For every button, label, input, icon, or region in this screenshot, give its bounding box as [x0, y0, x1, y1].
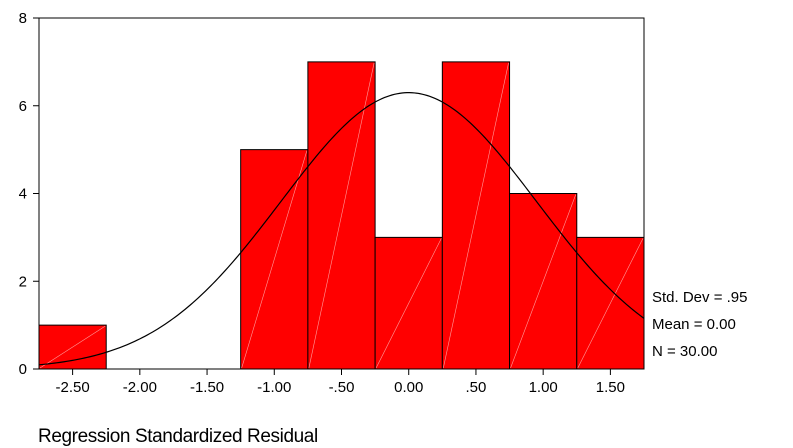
x-tick-label: -2.00: [123, 379, 157, 396]
y-tick-label: 8: [19, 10, 27, 27]
x-tick-label: -1.50: [190, 379, 224, 396]
x-tick-label: 1.50: [596, 379, 625, 396]
histogram-bar-sheen: [39, 325, 106, 369]
bars-layer: [38, 61, 645, 370]
x-tick-label: -1.00: [257, 379, 291, 396]
histogram-bar-sheen: [510, 194, 577, 369]
x-tick-label: 1.00: [529, 379, 558, 396]
normal-curve: [38, 92, 645, 366]
x-tick-label: 0.00: [394, 379, 423, 396]
histogram-bar: [240, 149, 309, 370]
histogram-bar: [38, 324, 107, 370]
stat-n: N = 30.00: [652, 343, 717, 360]
x-axis: -2.50 -2.00 -1.50 -1.00 -.50 0.00 .50 1.00 1.50: [56, 369, 625, 396]
x-tick-label: -2.50: [56, 379, 90, 396]
y-tick-label: 2: [19, 273, 27, 290]
histogram-bar-sheen: [577, 238, 644, 369]
y-tick-label: 4: [19, 186, 27, 203]
y-tick-label: 6: [19, 98, 27, 115]
x-axis-title: Regression Standardized Residual: [38, 426, 318, 447]
stat-mean: Mean = 0.00: [652, 316, 736, 333]
histogram-bar: [374, 236, 443, 370]
histogram-bar-sheen: [241, 150, 308, 369]
x-tick-label: .50: [466, 379, 487, 396]
histogram-bar: [441, 61, 511, 370]
histogram-bar: [509, 193, 578, 370]
histogram-bar-sheen: [375, 238, 442, 369]
y-tick-label: 0: [19, 361, 27, 378]
histogram-bar: [576, 236, 645, 370]
histogram-bar-sheen: [443, 62, 509, 369]
stats-box: Std. Dev = .95 Mean = 0.00 N = 30.00: [652, 289, 747, 360]
stat-std-dev: Std. Dev = .95: [652, 289, 747, 306]
histogram-bar: [307, 61, 376, 370]
histogram-bar-sheen: [308, 62, 375, 369]
x-tick-label: -.50: [329, 379, 355, 396]
y-axis: 0 2 4 6 8: [19, 10, 39, 378]
